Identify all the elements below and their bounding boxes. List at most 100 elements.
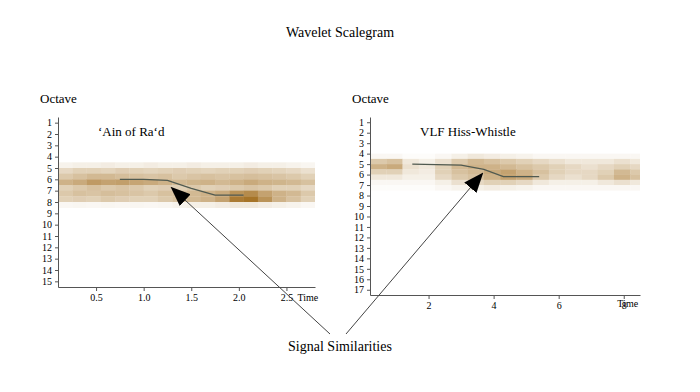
heatmap-cell <box>500 169 517 175</box>
heatmap-cell <box>58 185 73 191</box>
plot-area <box>370 154 640 191</box>
heatmap-cell <box>144 168 159 174</box>
y-tick: 3 <box>359 138 370 149</box>
x-tick-label: 0.5 <box>90 292 103 303</box>
heatmap-cell <box>144 174 159 180</box>
heatmap-cell <box>419 180 436 186</box>
heatmap-cell <box>215 168 230 174</box>
x-tick-mark <box>559 295 560 299</box>
heatmap-cell <box>581 185 598 191</box>
y-tick-mark <box>367 122 370 123</box>
heatmap-cell <box>87 174 102 180</box>
heatmap-cell <box>435 159 452 165</box>
heatmap-cell <box>158 185 173 191</box>
heatmap-cell <box>301 185 315 191</box>
heatmap-cell <box>386 175 403 181</box>
heatmap-cell <box>598 180 615 186</box>
heatmap-cell <box>58 174 73 180</box>
heatmap-cell <box>614 164 631 170</box>
y-tick-label: 11 <box>354 222 364 233</box>
heatmap-cell <box>549 180 566 186</box>
heatmap-cell <box>215 174 230 180</box>
heatmap-cell <box>500 164 517 170</box>
heatmap-cell <box>301 174 315 180</box>
heatmap-cell <box>565 154 582 160</box>
heatmap-cell <box>468 175 485 181</box>
heatmap-cell <box>630 175 640 181</box>
heatmap-cell <box>272 185 287 191</box>
heatmap-cell <box>549 159 566 165</box>
x-tick: 1.5 <box>186 287 199 303</box>
heatmap-cell <box>215 185 230 191</box>
heatmap-cell <box>301 179 315 185</box>
heatmap-cell <box>533 159 550 165</box>
heatmap-cell <box>258 168 273 174</box>
heatmap-cell <box>129 196 144 202</box>
y-tick: 7 <box>47 185 58 196</box>
heatmap-cell <box>451 185 468 191</box>
heatmap-cell <box>533 164 550 170</box>
y-tick-mark <box>55 145 58 146</box>
heatmap-cell <box>187 191 202 197</box>
y-tick-label: 12 <box>354 232 364 243</box>
heatmap-cell <box>533 169 550 175</box>
heatmap-cell <box>484 164 501 170</box>
heatmap-cell <box>201 162 216 168</box>
y-tick-label: 13 <box>42 253 52 264</box>
y-tick: 7 <box>359 180 370 191</box>
heatmap-cell <box>215 162 230 168</box>
heatmap-cell <box>500 154 517 160</box>
heatmap-cell <box>172 162 187 168</box>
heatmap-cell <box>258 196 273 202</box>
heatmap-cell <box>115 196 130 202</box>
y-tick-label: 3 <box>359 138 364 149</box>
heatmap-cell <box>419 175 436 181</box>
heatmap-cell <box>468 154 485 160</box>
heatmap-cell <box>201 202 216 208</box>
heatmap-cell <box>451 169 468 175</box>
y-tick-label: 5 <box>47 163 52 174</box>
heatmap-cell <box>565 164 582 170</box>
heatmap-cell <box>144 202 159 208</box>
heatmap-cell <box>172 174 187 180</box>
heatmap-cell <box>158 162 173 168</box>
heatmap-cell <box>614 154 631 160</box>
heatmap-cell <box>549 169 566 175</box>
y-tick-mark <box>367 185 370 186</box>
y-tick: 3 <box>47 140 58 151</box>
heatmap-cell <box>258 202 273 208</box>
y-tick-mark <box>55 134 58 135</box>
y-axis-title: Octave <box>40 91 77 106</box>
y-tick-label: 14 <box>354 253 364 264</box>
heatmap-cell <box>129 179 144 185</box>
y-tick: 8 <box>359 190 370 201</box>
heatmap-cell <box>286 179 301 185</box>
heatmap-cell <box>565 169 582 175</box>
heatmap-cell <box>500 180 517 186</box>
heatmap-cell <box>115 191 130 197</box>
heatmap-cell <box>272 191 287 197</box>
heatmap-cell <box>158 174 173 180</box>
heatmap-cell <box>229 168 244 174</box>
heatmap-cell <box>581 169 598 175</box>
heatmap-cell <box>272 202 287 208</box>
heatmap-cell <box>500 185 517 191</box>
y-tick-mark <box>55 179 58 180</box>
heatmap-cell <box>129 185 144 191</box>
y-tick-label: 6 <box>359 169 364 180</box>
heatmap-cell <box>58 196 73 202</box>
heatmap-cell <box>598 169 615 175</box>
y-tick-label: 9 <box>359 201 364 212</box>
heatmap-cell <box>229 196 244 202</box>
y-tick: 14 <box>354 253 370 264</box>
y-tick-mark <box>367 164 370 165</box>
x-tick-mark <box>494 295 495 299</box>
y-axis: 1234567891011121314151617 <box>354 117 371 296</box>
heatmap-cell <box>172 202 187 208</box>
heatmap-cell <box>115 162 130 168</box>
heatmap-cell <box>115 168 130 174</box>
heatmap-cell <box>614 159 631 165</box>
y-tick-label: 14 <box>42 265 52 276</box>
heatmap-cell <box>370 159 387 165</box>
y-tick-mark <box>367 143 370 144</box>
